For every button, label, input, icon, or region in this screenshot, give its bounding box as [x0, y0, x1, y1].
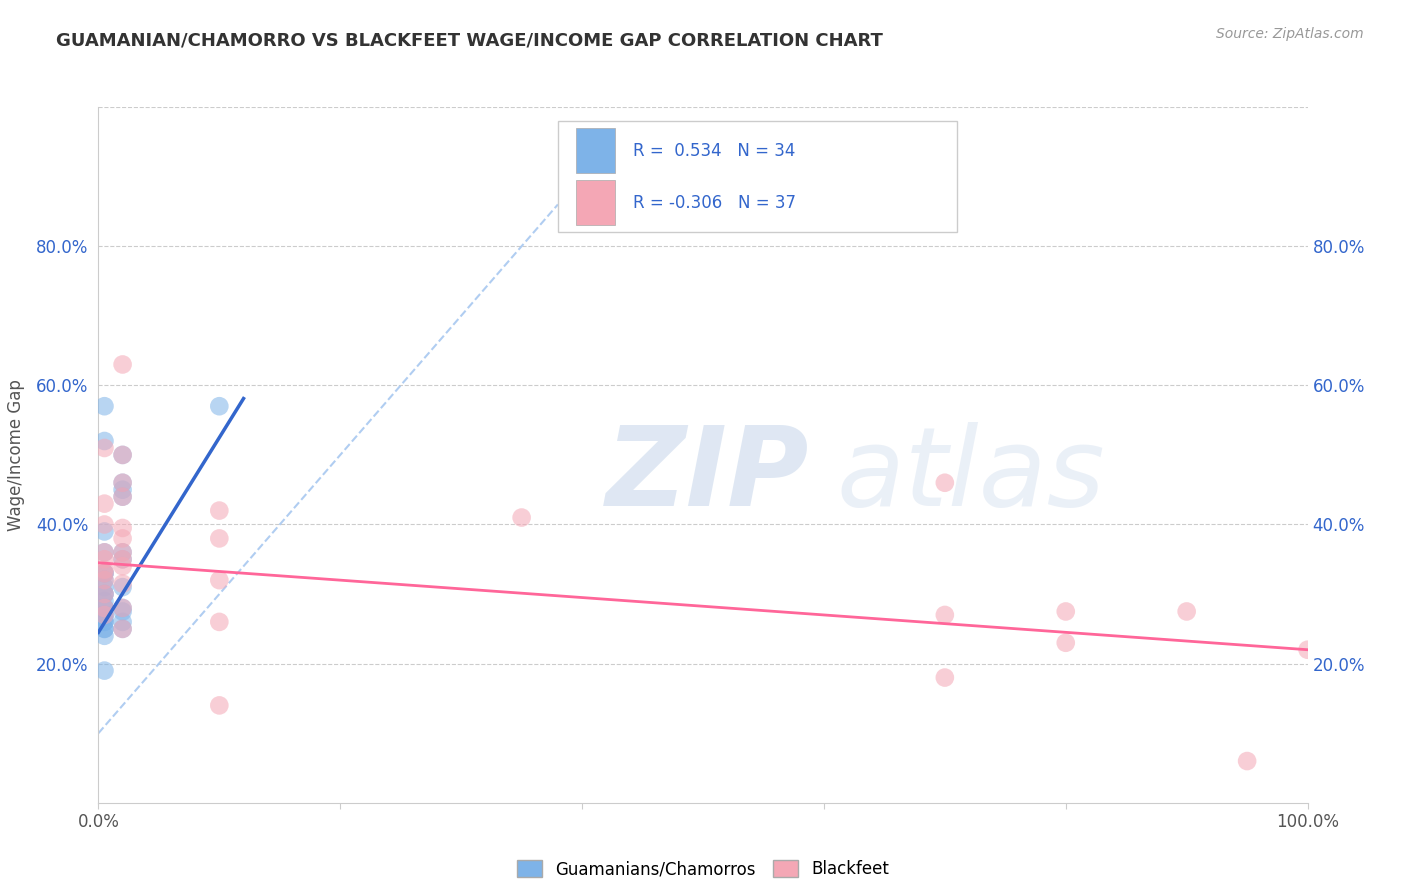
Point	[111, 615, 134, 629]
Point	[93, 587, 115, 601]
Point	[93, 441, 115, 455]
Point	[111, 576, 134, 591]
Point	[111, 475, 134, 490]
Point	[934, 671, 956, 685]
Point	[208, 615, 231, 629]
Text: R = -0.306   N = 37: R = -0.306 N = 37	[633, 194, 796, 211]
Point	[1054, 636, 1077, 650]
Point	[93, 622, 115, 636]
Point	[93, 552, 115, 566]
Point	[93, 622, 115, 636]
Point	[93, 607, 115, 622]
Point	[934, 475, 956, 490]
Point	[111, 580, 134, 594]
Point	[111, 601, 134, 615]
Point	[93, 580, 115, 594]
Point	[111, 475, 134, 490]
Point	[111, 521, 134, 535]
Point	[111, 552, 134, 566]
Point	[93, 573, 115, 587]
Point	[93, 434, 115, 448]
Point	[1175, 605, 1198, 619]
Y-axis label: Wage/Income Gap: Wage/Income Gap	[7, 379, 25, 531]
Point	[93, 587, 115, 601]
Point	[93, 601, 115, 615]
Point	[1296, 642, 1319, 657]
Text: GUAMANIAN/CHAMORRO VS BLACKFEET WAGE/INCOME GAP CORRELATION CHART: GUAMANIAN/CHAMORRO VS BLACKFEET WAGE/INC…	[56, 31, 883, 49]
Point	[93, 566, 115, 581]
Point	[93, 607, 115, 622]
Point	[510, 510, 533, 524]
Point	[934, 607, 956, 622]
Point	[93, 517, 115, 532]
Point	[93, 497, 115, 511]
Text: atlas: atlas	[837, 422, 1105, 529]
Point	[1236, 754, 1258, 768]
Point	[111, 358, 134, 372]
Point	[93, 545, 115, 559]
Point	[111, 601, 134, 615]
Point	[93, 611, 115, 625]
Point	[93, 601, 115, 615]
Point	[93, 664, 115, 678]
Point	[111, 552, 134, 566]
Point	[93, 615, 115, 629]
Point	[93, 587, 115, 601]
FancyBboxPatch shape	[558, 121, 957, 232]
Text: ZIP: ZIP	[606, 422, 810, 529]
Point	[208, 399, 231, 413]
Point	[111, 448, 134, 462]
Point	[111, 490, 134, 504]
Point	[111, 605, 134, 619]
Legend: Guamanians/Chamorros, Blackfeet: Guamanians/Chamorros, Blackfeet	[510, 854, 896, 885]
Point	[93, 545, 115, 559]
Point	[1054, 605, 1077, 619]
Point	[208, 573, 231, 587]
Bar	[576, 128, 614, 173]
Point	[208, 698, 231, 713]
Point	[93, 629, 115, 643]
Text: R =  0.534   N = 34: R = 0.534 N = 34	[633, 142, 796, 160]
Point	[111, 545, 134, 559]
Point	[93, 563, 115, 577]
Point	[93, 524, 115, 539]
Point	[208, 532, 231, 546]
Point	[111, 532, 134, 546]
Point	[93, 573, 115, 587]
Bar	[576, 180, 614, 226]
Point	[93, 601, 115, 615]
Point	[111, 559, 134, 574]
Text: Source: ZipAtlas.com: Source: ZipAtlas.com	[1216, 27, 1364, 41]
Point	[93, 566, 115, 581]
Point	[93, 566, 115, 581]
Point	[208, 503, 231, 517]
Point	[111, 622, 134, 636]
Point	[93, 607, 115, 622]
Point	[111, 448, 134, 462]
Point	[93, 399, 115, 413]
Point	[111, 545, 134, 559]
Point	[111, 622, 134, 636]
Point	[111, 490, 134, 504]
Point	[111, 483, 134, 497]
Point	[93, 615, 115, 629]
Point	[93, 594, 115, 608]
